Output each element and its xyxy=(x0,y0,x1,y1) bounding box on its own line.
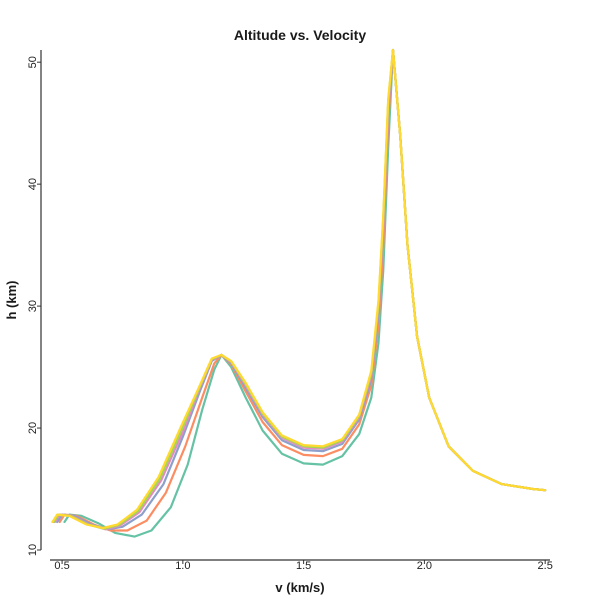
plot-series-group xyxy=(51,48,547,538)
x-tick-label-1: 0.5 xyxy=(54,560,69,572)
x-tick-label-5: 2.5 xyxy=(538,560,553,572)
y-tick-label-2: 20 xyxy=(27,422,39,434)
series-line-2 xyxy=(58,48,547,532)
y-tick-label-4: 40 xyxy=(27,178,39,190)
x-tick-label-2: 1.0 xyxy=(175,560,190,572)
y-axis-label: h (km) xyxy=(4,281,19,320)
series-line-6 xyxy=(51,48,547,530)
x-ticks-group: 0.5 1.0 1.5 2.0 2.5 xyxy=(54,560,553,572)
y-ticks-group: 10 20 30 40 50 xyxy=(27,56,41,556)
x-tick-label-3: 1.5 xyxy=(296,560,311,572)
y-tick-label-1: 10 xyxy=(27,544,39,556)
y-tick-label-3: 30 xyxy=(27,300,39,312)
series-line-5 xyxy=(52,48,547,530)
series-line-4 xyxy=(53,48,547,531)
series-line-1 xyxy=(63,48,547,538)
chart-title: Altitude vs. Velocity xyxy=(234,27,366,43)
x-axis-label: v (km/s) xyxy=(275,580,324,595)
x-tick-label-4: 2.0 xyxy=(417,560,432,572)
y-tick-label-5: 50 xyxy=(27,56,39,68)
series-line-3 xyxy=(56,48,547,531)
